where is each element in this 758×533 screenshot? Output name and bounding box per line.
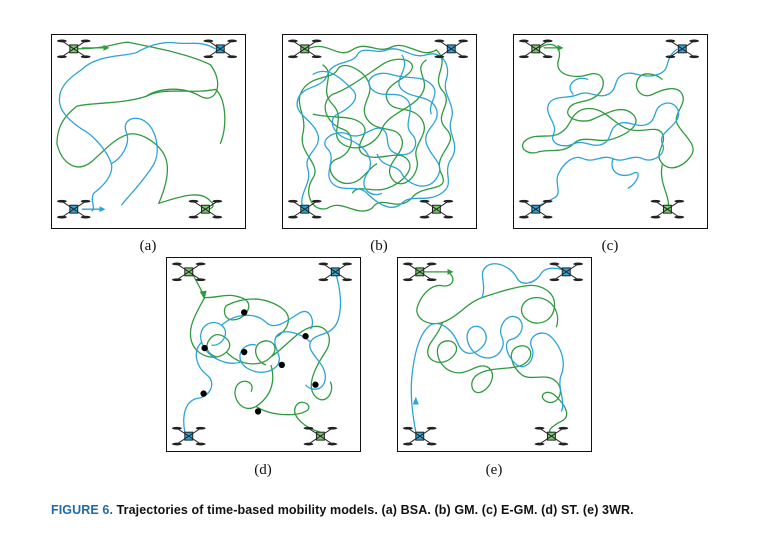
- panel-label-b: (b): [370, 238, 388, 254]
- drone-markers-e: [402, 262, 584, 446]
- trajectory-plot-b: [296, 44, 456, 212]
- drone-icon: [534, 426, 569, 446]
- panel-label-e: (e): [485, 462, 503, 478]
- panel-b: [282, 34, 477, 229]
- panel-label-c: (c): [601, 238, 619, 254]
- panel-c: [513, 34, 708, 229]
- drone-icon: [287, 199, 322, 219]
- drone-icon: [549, 262, 584, 282]
- drone-icon: [419, 199, 454, 219]
- drone-icon: [402, 426, 437, 446]
- panel-a: [51, 34, 246, 229]
- drone-icon: [188, 199, 223, 219]
- drone-icon: [303, 426, 338, 446]
- drone-icon: [287, 39, 322, 59]
- trajectory-plot-e: [410, 263, 568, 433]
- panel-label-a: (a): [139, 238, 157, 254]
- drone-markers-a: [56, 39, 238, 219]
- caption-text: Trajectories of time-based mobility mode…: [116, 503, 634, 517]
- drone-icon: [56, 199, 91, 219]
- trajectory-plot-d: [183, 271, 342, 433]
- drone-icon: [434, 39, 469, 59]
- drone-icon: [171, 426, 206, 446]
- figure-number: FIGURE 6.: [51, 503, 114, 517]
- drone-markers-d: [171, 262, 353, 446]
- drone-icon: [665, 39, 700, 59]
- drone-icon: [203, 39, 238, 59]
- drone-icon: [518, 39, 553, 59]
- drone-markers-c: [518, 39, 700, 219]
- drone-icon: [518, 199, 553, 219]
- drone-icon: [318, 262, 353, 282]
- trajectory-plot-a: [56, 41, 226, 212]
- panel-label-d: (d): [254, 462, 272, 478]
- drone-icon: [56, 39, 91, 59]
- panel-e: [397, 257, 592, 452]
- drone-icon: [402, 262, 437, 282]
- drone-icon: [650, 199, 685, 219]
- figure-caption: FIGURE 6. Trajectories of time-based mob…: [51, 503, 634, 517]
- panel-d: [166, 257, 361, 452]
- drone-markers-b: [287, 39, 469, 219]
- drone-icon: [171, 262, 206, 282]
